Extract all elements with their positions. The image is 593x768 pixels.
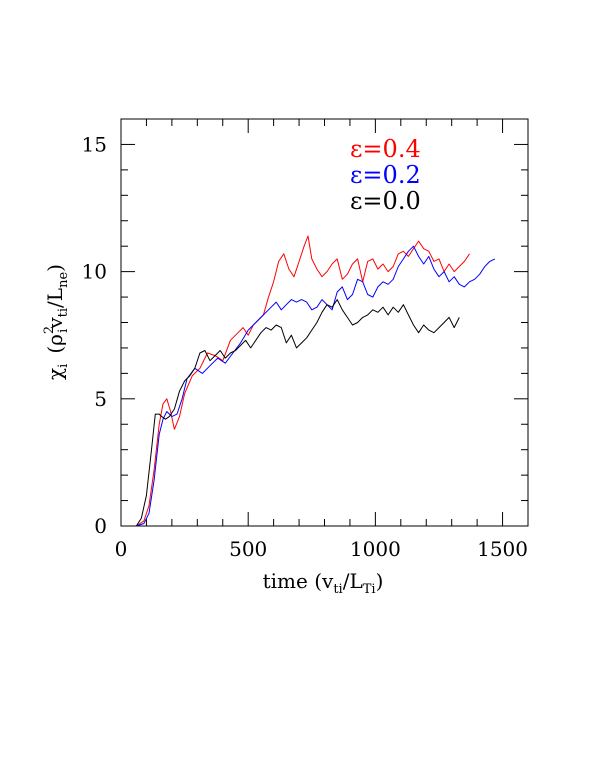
x-axis-label: time (vti/LTi) xyxy=(263,569,384,597)
tick-labels: 0 500 1000 1500 0 5 10 15 xyxy=(82,132,528,561)
series-group xyxy=(121,235,496,527)
legend: ε=0.4 ε=0.2 ε=0.0 xyxy=(350,135,421,215)
series-line-0 xyxy=(121,235,470,527)
legend-item-eps-0.2: ε=0.2 xyxy=(350,161,421,189)
series-line-2 xyxy=(121,299,460,527)
series-line-1 xyxy=(121,245,496,527)
y-tick-label: 15 xyxy=(82,132,107,156)
x-tick-label: 1000 xyxy=(350,537,401,561)
y-tick-label: 5 xyxy=(94,387,107,411)
minor-ticks xyxy=(120,118,529,527)
x-tick-label: 0 xyxy=(115,537,128,561)
plot-frame xyxy=(120,118,529,527)
y-tick-label: 10 xyxy=(82,260,107,284)
legend-item-eps-0.4: ε=0.4 xyxy=(350,135,421,163)
x-tick-label: 1500 xyxy=(477,537,528,561)
y-axis-label: χi(ρ2ivti/Lne) xyxy=(42,264,71,380)
y-tick-label: 0 xyxy=(94,514,107,538)
plot-area xyxy=(120,118,529,527)
x-tick-label: 500 xyxy=(229,537,267,561)
legend-item-eps-0.0: ε=0.0 xyxy=(350,187,421,215)
